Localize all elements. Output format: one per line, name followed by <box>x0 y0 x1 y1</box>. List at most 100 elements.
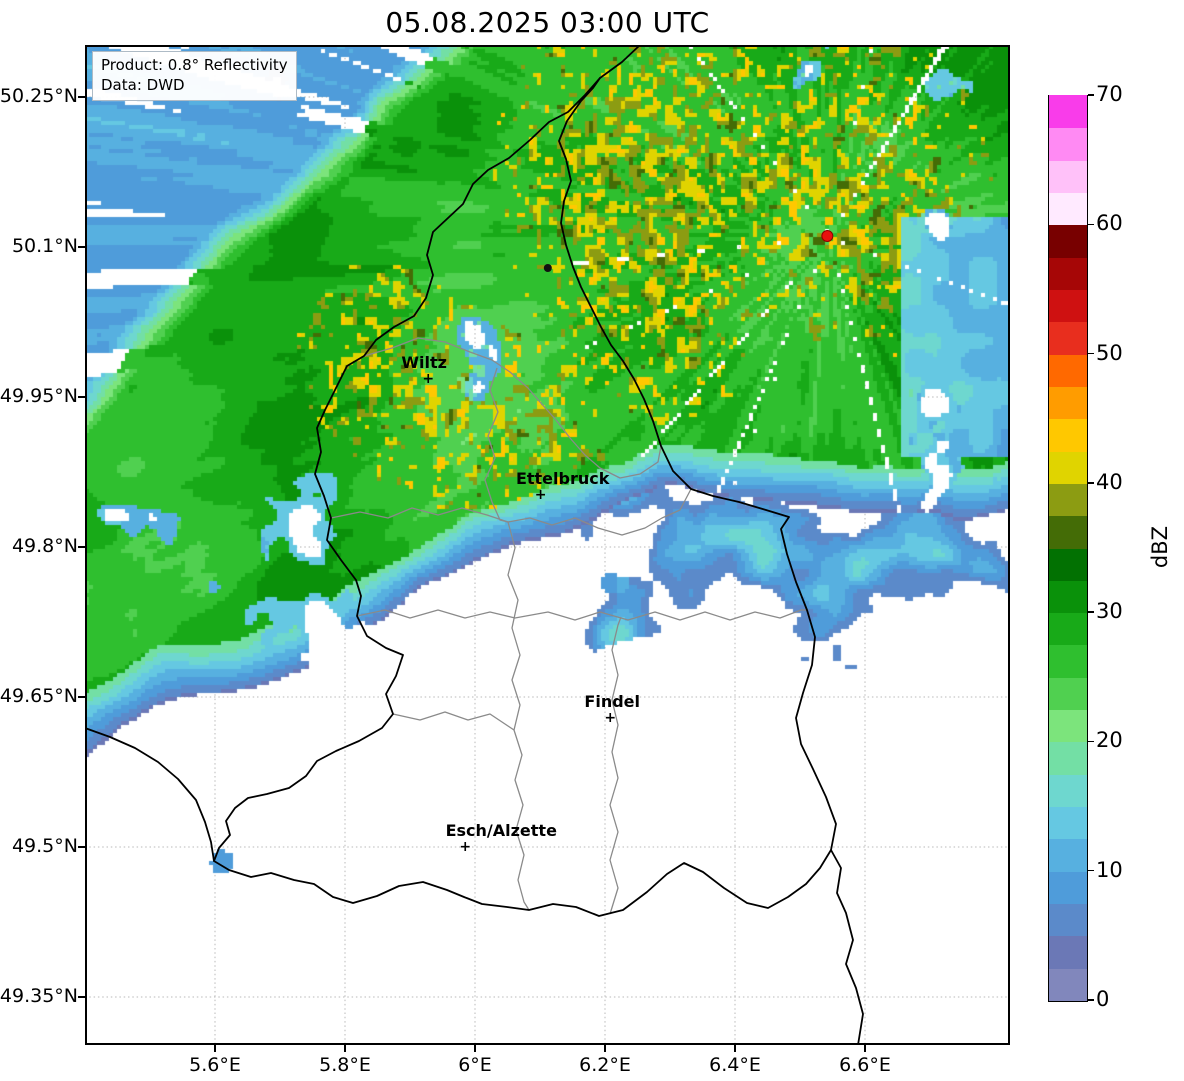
colorbar-segment <box>1049 871 1087 905</box>
colorbar-tick-label: 70 <box>1096 82 1123 106</box>
colorbar-tick-label: 50 <box>1096 340 1123 365</box>
district-border <box>609 616 622 915</box>
map-borders-layer <box>85 45 864 1045</box>
product-info-box: Product: 0.8° Reflectivity Data: DWD <box>92 51 297 101</box>
lon-tick-label: 5.8°E <box>319 1054 371 1076</box>
radar-site-dot <box>821 230 834 242</box>
lon-tick-mark <box>214 1045 216 1052</box>
colorbar-tick-mark <box>1087 482 1094 484</box>
lat-tick-label: 49.8°N <box>11 535 78 557</box>
city-label: Esch/Alzette <box>445 821 557 840</box>
colorbar-segment <box>1049 935 1087 969</box>
colorbar-segment <box>1049 127 1087 161</box>
lon-tick-mark <box>734 1045 736 1052</box>
colorbar <box>1048 95 1088 1002</box>
lon-tick-mark <box>474 1045 476 1052</box>
lat-tick-label: 50.25°N <box>0 85 78 107</box>
colorbar-segment <box>1049 418 1087 452</box>
colorbar-tick-label: 10 <box>1096 857 1123 882</box>
map-plot: Product: 0.8° Reflectivity Data: DWD <box>85 45 1010 1045</box>
colorbar-tick-label: 20 <box>1096 728 1123 753</box>
colorbar-segment <box>1049 95 1087 129</box>
lon-tick-mark <box>344 1045 346 1052</box>
country-border <box>830 849 864 1045</box>
colorbar-tick-mark <box>1087 869 1094 872</box>
colorbar-segment <box>1049 903 1087 937</box>
colorbar-tick-label: 40 <box>1096 469 1123 494</box>
colorbar-segment <box>1049 580 1087 614</box>
lat-tick-label: 50.1°N <box>11 235 78 257</box>
country-border <box>85 727 215 862</box>
lon-tick-label: 6°E <box>458 1054 492 1076</box>
colorbar-segment <box>1049 257 1087 290</box>
lon-tick-label: 6.2°E <box>579 1054 631 1076</box>
figure-title: 05.08.2025 03:00 UTC <box>385 6 710 39</box>
colorbar-tick-label: 30 <box>1096 599 1123 624</box>
colorbar-segment <box>1049 224 1087 258</box>
colorbar-label: dBZ <box>1148 525 1172 569</box>
lon-tick-label: 6.4°E <box>709 1054 761 1076</box>
colorbar-segment <box>1049 483 1087 517</box>
lat-tick-mark <box>78 696 85 698</box>
colorbar-tick-label: 60 <box>1096 211 1123 236</box>
colorbar-segment <box>1049 547 1087 581</box>
colorbar-segment <box>1049 709 1087 743</box>
district-border <box>363 337 662 479</box>
lat-tick-label: 49.65°N <box>0 685 78 707</box>
lat-tick-mark <box>78 546 85 548</box>
city-label: Wiltz <box>401 353 447 372</box>
district-border <box>507 521 530 911</box>
colorbar-tick-label: 0 <box>1096 987 1110 1011</box>
city-marker: + <box>534 487 547 503</box>
lat-tick-mark <box>78 96 85 98</box>
country-border <box>213 77 837 917</box>
lat-tick-label: 49.35°N <box>0 985 78 1007</box>
lon-tick-mark <box>604 1045 606 1052</box>
colorbar-segment <box>1049 968 1087 1001</box>
city-marker: + <box>459 839 472 855</box>
radar-reflectivity-layer <box>85 45 1010 1045</box>
colorbar-segment <box>1049 386 1087 420</box>
district-border <box>392 711 515 731</box>
colorbar-segment <box>1049 192 1087 226</box>
city-label: Ettelbruck <box>515 469 610 488</box>
colorbar-tick-mark <box>1087 611 1094 613</box>
colorbar-segment <box>1049 644 1087 678</box>
district-border <box>356 609 807 621</box>
colorbar-tick-mark <box>1087 352 1094 355</box>
colorbar-segment <box>1049 450 1087 484</box>
city-marker: + <box>604 710 617 726</box>
colorbar-segment <box>1049 677 1087 711</box>
colorbar-segment <box>1049 774 1087 808</box>
lat-tick-mark <box>78 246 85 248</box>
colorbar-tick-mark <box>1087 740 1094 743</box>
colorbar-segment <box>1049 838 1087 872</box>
colorbar-segment <box>1049 612 1087 646</box>
colorbar-segment <box>1049 160 1087 193</box>
lon-tick-label: 6.6°E <box>839 1054 891 1076</box>
district-border <box>484 367 509 523</box>
colorbar-segment <box>1049 806 1087 840</box>
colorbar-tick-mark <box>1087 223 1094 226</box>
data-source-line: Data: DWD <box>101 76 185 95</box>
lat-tick-label: 49.95°N <box>0 385 78 407</box>
border-town-dot <box>543 264 552 272</box>
lon-tick-mark <box>864 1045 866 1052</box>
country-border <box>599 45 641 79</box>
lat-tick-label: 49.5°N <box>11 835 78 857</box>
lon-tick-label: 5.6°E <box>189 1054 241 1076</box>
colorbar-tick-mark <box>1087 94 1094 96</box>
lat-tick-mark <box>78 396 85 398</box>
lat-tick-mark <box>78 996 85 998</box>
colorbar-tick-mark <box>1087 999 1094 1001</box>
colorbar-segment <box>1049 741 1087 775</box>
colorbar-segment <box>1049 289 1087 323</box>
city-label: Findel <box>584 692 641 711</box>
city-marker: + <box>422 371 435 387</box>
district-border <box>330 488 692 536</box>
product-line: Product: 0.8° Reflectivity <box>101 56 288 74</box>
lat-tick-mark <box>78 846 85 848</box>
colorbar-segment <box>1049 321 1087 355</box>
colorbar-segments <box>1049 95 1087 1001</box>
